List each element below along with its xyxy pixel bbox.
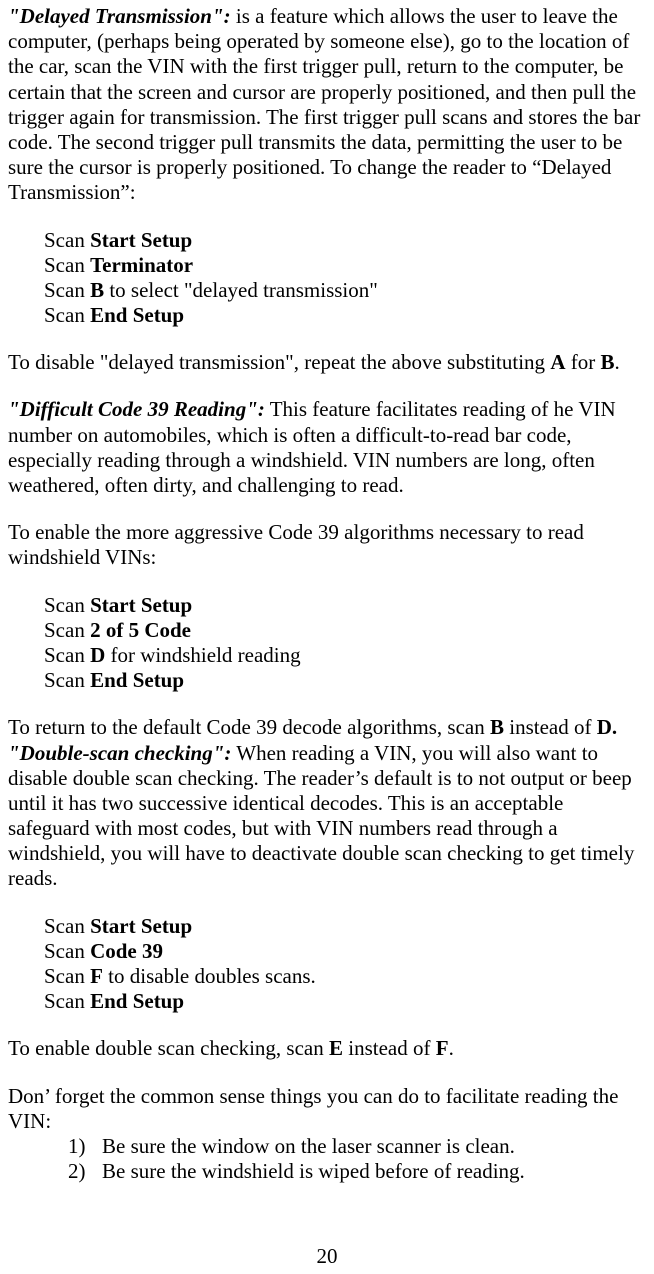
steps-delayed: Scan Start Setup Scan Terminator Scan B … [8,228,646,329]
double-scan-para: "Double-scan checking": When reading a V… [8,741,646,892]
steps-code39: Scan Start Setup Scan 2 of 5 Code Scan D… [8,593,646,694]
step: Scan Terminator [44,253,646,278]
step: Scan End Setup [44,668,646,693]
delayed-transmission-title: "Delayed Transmission": [8,4,231,28]
enable-double-scan-para: To enable double scan checking, scan E i… [8,1036,646,1061]
step: Scan 2 of 5 Code [44,618,646,643]
enable-aggressive-para: To enable the more aggressive Code 39 al… [8,520,646,570]
step: Scan B to select "delayed transmission" [44,278,646,303]
step: Scan End Setup [44,989,646,1014]
tips-intro: Don’ forget the common sense things you … [8,1084,646,1134]
step: Scan Start Setup [44,228,646,253]
step: Scan F to disable doubles scans. [44,964,646,989]
step: Scan Code 39 [44,939,646,964]
steps-double-scan: Scan Start Setup Scan Code 39 Scan F to … [8,914,646,1015]
difficult-code39-para: "Difficult Code 39 Reading": This featur… [8,397,646,498]
list-item: 1)Be sure the window on the laser scanne… [68,1134,646,1159]
step: Scan D for windshield reading [44,643,646,668]
return-default-para: To return to the default Code 39 decode … [8,715,646,740]
delayed-transmission-body: is a feature which allows the user to le… [8,4,640,204]
disable-delayed-para: To disable "delayed transmission", repea… [8,350,646,375]
step: Scan Start Setup [44,914,646,939]
difficult-code39-title: "Difficult Code 39 Reading": [8,397,265,421]
page-number: 20 [8,1244,646,1269]
step: Scan End Setup [44,303,646,328]
list-item: 2)Be sure the windshield is wiped before… [68,1159,646,1184]
step: Scan Start Setup [44,593,646,618]
tips-list: 1)Be sure the window on the laser scanne… [8,1134,646,1184]
delayed-transmission-para: "Delayed Transmission": is a feature whi… [8,4,646,206]
double-scan-title: "Double-scan checking": [8,741,231,765]
